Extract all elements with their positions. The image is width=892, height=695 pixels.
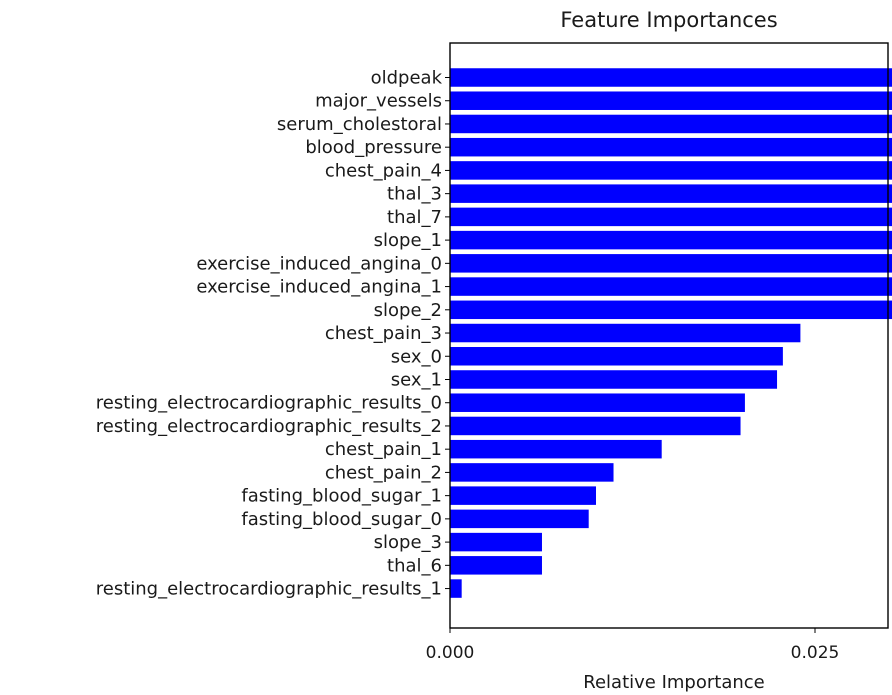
category-label-sex_1: sex_1 — [391, 369, 442, 390]
bar-chest_pain_2 — [450, 463, 614, 482]
category-label-resting_electrocardiographic_results_0: resting_electrocardiographic_results_0 — [96, 393, 442, 414]
x-tick-label: 0.025 — [791, 643, 840, 663]
category-label-slope_2: slope_2 — [374, 300, 442, 321]
category-label-exercise_induced_angina_0: exercise_induced_angina_0 — [196, 253, 442, 274]
bar-resting_electrocardiographic_results_1 — [450, 579, 462, 598]
category-label-chest_pain_3: chest_pain_3 — [325, 323, 442, 344]
category-label-chest_pain_4: chest_pain_4 — [325, 160, 442, 181]
bar-resting_electrocardiographic_results_2 — [450, 416, 741, 436]
category-labels: oldpeakmajor_vesselsserum_cholestoralblo… — [96, 68, 450, 600]
bar-chest_pain_1 — [450, 439, 662, 459]
bar-sex_1 — [450, 370, 778, 389]
category-label-thal_7: thal_7 — [387, 207, 442, 228]
bars-layer — [450, 68, 892, 598]
category-label-slope_3: slope_3 — [374, 532, 442, 553]
x-tick-label: 0.000 — [426, 643, 475, 663]
bar-thal_6 — [450, 556, 542, 575]
category-label-blood_pressure: blood_pressure — [305, 137, 442, 158]
category-label-sex_0: sex_0 — [391, 346, 442, 367]
bar-serum_cholestoral — [450, 114, 892, 134]
bar-chest_pain_4 — [450, 161, 892, 180]
bar-slope_2 — [450, 300, 892, 320]
category-label-oldpeak: oldpeak — [371, 68, 443, 89]
bar-blood_pressure — [450, 137, 892, 157]
bar-fasting_blood_sugar_0 — [450, 509, 589, 529]
category-label-exercise_induced_angina_1: exercise_induced_angina_1 — [196, 277, 442, 298]
category-label-chest_pain_2: chest_pain_2 — [325, 462, 442, 483]
bar-sex_0 — [450, 347, 783, 366]
bar-chest_pain_3 — [450, 323, 801, 343]
bar-exercise_induced_angina_0 — [450, 254, 892, 273]
bar-exercise_induced_angina_1 — [450, 277, 892, 296]
bar-thal_3 — [450, 184, 892, 203]
bar-fasting_blood_sugar_1 — [450, 486, 596, 505]
category-label-thal_6: thal_6 — [387, 555, 442, 576]
category-label-resting_electrocardiographic_results_2: resting_electrocardiographic_results_2 — [96, 416, 442, 437]
category-label-fasting_blood_sugar_1: fasting_blood_sugar_1 — [241, 486, 442, 507]
bar-major_vessels — [450, 91, 892, 110]
category-label-resting_electrocardiographic_results_1: resting_electrocardiographic_results_1 — [96, 579, 442, 600]
bar-resting_electrocardiographic_results_0 — [450, 393, 745, 412]
bar-thal_7 — [450, 207, 892, 227]
category-label-slope_1: slope_1 — [374, 230, 442, 251]
bar-oldpeak — [450, 68, 892, 87]
bar-slope_3 — [450, 532, 542, 552]
category-label-fasting_blood_sugar_0: fasting_blood_sugar_0 — [241, 509, 442, 530]
category-label-serum_cholestoral: serum_cholestoral — [277, 114, 442, 135]
x-axis-title: Relative Importance — [583, 672, 764, 693]
bar-slope_1 — [450, 230, 892, 250]
plot-area-frame — [449, 42, 889, 629]
chart-title: Feature Importances — [560, 8, 777, 32]
category-label-chest_pain_1: chest_pain_1 — [325, 439, 442, 460]
category-label-thal_3: thal_3 — [387, 184, 442, 205]
category-label-major_vessels: major_vessels — [315, 91, 442, 112]
